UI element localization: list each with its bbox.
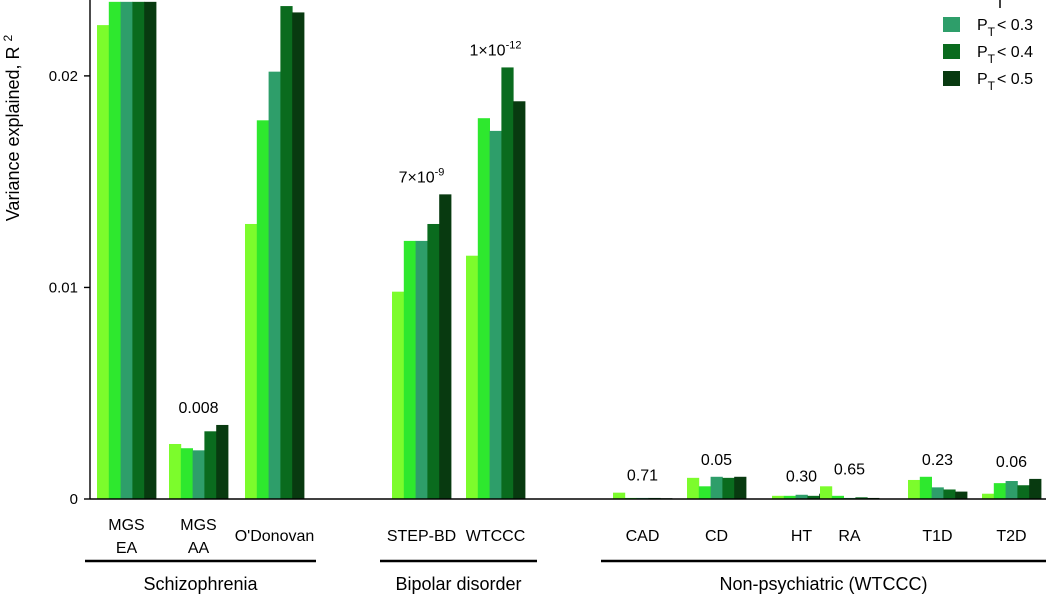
significance-annotations: 0.008 7×10-9 1×10-12 0.71 0.05 0.30 0.65 0.23 0.…	[178, 39, 1027, 485]
bar-t2d-series-5	[1029, 478, 1042, 499]
bar-o-donovan-series-3	[268, 71, 281, 499]
bar-wtccc-series-1	[466, 255, 479, 499]
p-value-annotation: 0.30	[786, 469, 817, 486]
x-tick-label: O'Donovan	[235, 528, 315, 545]
x-tick-label: MGS	[108, 517, 144, 534]
p-value-annotation: 0.008	[178, 400, 218, 417]
bar-mgs-ea-series-1	[97, 25, 110, 500]
bar-wtccc-series-3	[489, 130, 502, 500]
bar-cd-series-5	[734, 476, 747, 499]
bar-mgs-aa-series-2	[180, 448, 193, 499]
bar-t1d-series-4	[943, 489, 956, 499]
bar-step-bd-series-4	[427, 223, 440, 499]
bar-cd-series-2	[698, 486, 711, 499]
p-value-annotation: 0.05	[701, 452, 732, 469]
bar-t2d-series-2	[993, 483, 1006, 499]
bar-step-bd-series-5	[439, 194, 452, 500]
bar-step-bd-series-1	[392, 291, 405, 499]
y-tick-label: 0.01	[49, 279, 78, 296]
legend-swatch	[943, 17, 960, 32]
y-tick-label: 0	[70, 491, 78, 508]
group-label: Schizophrenia	[143, 574, 258, 594]
p-value-annotation: 1×10-12	[470, 39, 522, 59]
bar-t2d-series-4	[1017, 485, 1030, 499]
bar-mgs-aa-series-5	[216, 424, 229, 499]
bar-mgs-aa-series-1	[169, 443, 182, 499]
legend-swatch	[943, 71, 960, 86]
y-axis: 0 0.01 0.02	[49, 0, 91, 508]
p-value-annotation: 0.23	[922, 452, 953, 469]
bar-mgs-aa-series-4	[204, 431, 217, 499]
bar-ht-series-4	[807, 495, 820, 499]
bar-o-donovan-series-4	[280, 6, 293, 499]
bar-ra-series-2	[831, 495, 844, 499]
bar-step-bd-series-2	[403, 240, 416, 499]
legend-label: PT < 0.5	[977, 71, 1033, 93]
x-tick-label: CAD	[626, 528, 660, 545]
bar-t2d-series-3	[1005, 481, 1018, 499]
bar-o-donovan-series-5	[292, 12, 305, 500]
bar-step-bd-series-3	[415, 240, 428, 499]
x-tick-label: T1D	[922, 528, 952, 545]
bar-mgs-ea-series-3	[120, 1, 133, 499]
bar-t1d-series-3	[931, 487, 944, 499]
bar-o-donovan-series-2	[256, 120, 269, 499]
bar-cad-series-1	[613, 492, 626, 499]
p-value-annotation: 7×10-9	[399, 166, 445, 186]
y-axis-label: Variance explained, R 2	[1, 34, 23, 221]
legend-label: PT < 0.4	[977, 44, 1033, 66]
bar-mgs-aa-series-3	[192, 450, 205, 499]
x-tick-label: MGS	[180, 517, 216, 534]
bar-mgs-ea-series-4	[132, 1, 145, 499]
p-value-annotation: 0.06	[996, 454, 1027, 471]
bar-mgs-ea-series-5	[144, 1, 157, 499]
x-tick-label: STEP-BD	[387, 528, 456, 545]
y-axis-title: Variance explained, R 2	[1, 34, 23, 221]
x-tick-label: HT	[791, 528, 813, 545]
p-value-annotation: 0.71	[627, 468, 658, 485]
bar-t1d-series-5	[955, 491, 968, 499]
bar-wtccc-series-4	[501, 67, 514, 499]
bar-t1d-series-2	[919, 476, 932, 499]
x-tick-label: AA	[188, 540, 210, 557]
bar-ht-series-1	[772, 495, 785, 499]
group-labels: Schizophrenia Bipolar disorder Non-psychia…	[85, 559, 1046, 594]
bar-cd-series-1	[687, 477, 700, 499]
group-label: Non-psychiatric (WTCCC)	[719, 574, 927, 594]
x-tick-label: RA	[838, 528, 861, 545]
bar-ra-series-4	[855, 497, 868, 499]
bars	[97, 1, 1042, 500]
legend: T PT < 0.3 PT < 0.4 PT < 0.5	[943, 0, 1033, 93]
p-value-annotation: 0.65	[834, 461, 865, 478]
x-tick-label: EA	[116, 540, 138, 557]
bar-ra-series-1	[820, 486, 833, 499]
legend-label: PT < 0.3	[977, 17, 1033, 39]
bar-ht-series-2	[783, 495, 796, 499]
x-tick-label: CD	[705, 528, 728, 545]
x-axis: MGS EA MGS AA O'Donovan STEP-BD WTCCC CAD CD HT RA…	[90, 498, 1046, 557]
group-label: Bipolar disorder	[395, 574, 521, 594]
bar-wtccc-series-5	[513, 101, 526, 499]
bar-cd-series-4	[722, 477, 735, 499]
bar-t1d-series-1	[908, 479, 921, 499]
bar-ht-series-3	[795, 494, 808, 499]
bar-wtccc-series-2	[477, 118, 490, 499]
bar-t2d-series-1	[982, 493, 995, 499]
legend-fragment: T	[995, 0, 1005, 12]
x-tick-label: T2D	[996, 528, 1026, 545]
bar-o-donovan-series-1	[245, 223, 258, 499]
y-tick-label: 0.02	[49, 68, 78, 85]
bar-mgs-ea-series-2	[108, 1, 121, 499]
legend-swatch	[943, 44, 960, 59]
x-tick-label: WTCCC	[466, 528, 526, 545]
bar-cd-series-3	[710, 476, 723, 499]
